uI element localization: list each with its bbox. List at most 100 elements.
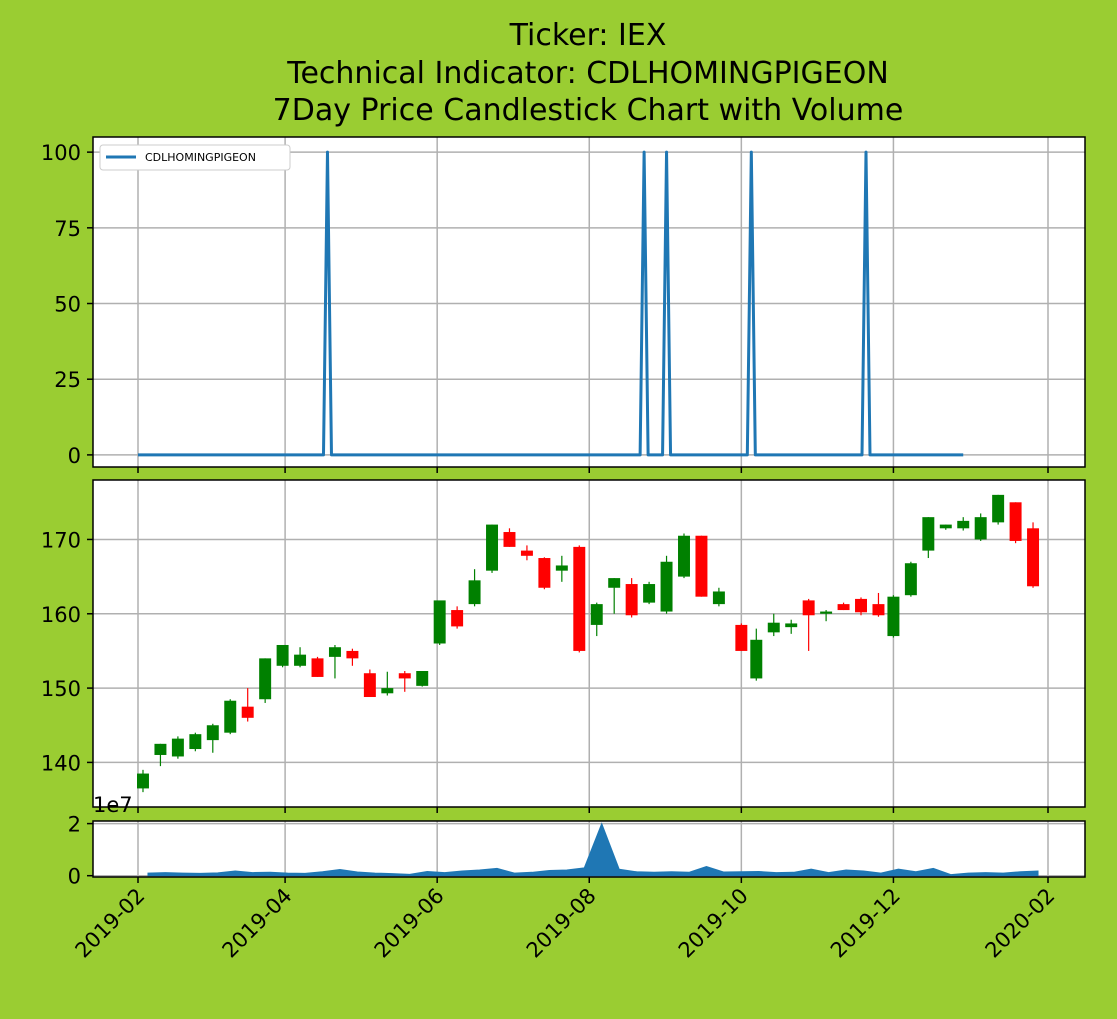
indicator-ytick-label-1: 25 bbox=[54, 368, 81, 392]
candle-50 bbox=[1010, 502, 1022, 543]
candle-body bbox=[277, 645, 289, 666]
indicator-panel: 0 25 50 75 100 CDLHOMINGPIGEON bbox=[41, 137, 1085, 473]
indicator-ytick-label-4: 100 bbox=[41, 141, 81, 165]
candle-7 bbox=[259, 658, 271, 703]
candle-43 bbox=[887, 595, 899, 637]
x-tick-label-4: 2019-10 bbox=[674, 884, 753, 963]
indicator-ytick-label-3: 75 bbox=[54, 217, 81, 241]
candle-body bbox=[451, 610, 463, 626]
candle-body bbox=[768, 623, 780, 633]
candle-body bbox=[538, 558, 550, 588]
volume-y-ticks: 02 bbox=[68, 813, 93, 889]
candle-body bbox=[242, 707, 254, 718]
candle-body bbox=[416, 671, 428, 686]
legend-label: CDLHOMINGPIGEON bbox=[145, 151, 256, 164]
price-ytick-label-3: 170 bbox=[41, 528, 81, 552]
candle-body bbox=[434, 600, 446, 643]
candle-body bbox=[294, 655, 306, 666]
candle-body bbox=[678, 536, 690, 577]
candle-body bbox=[992, 495, 1004, 522]
candle-body bbox=[803, 600, 815, 615]
candle-body bbox=[154, 744, 166, 755]
indicator-legend: CDLHOMINGPIGEON bbox=[100, 145, 290, 170]
candle-body bbox=[626, 584, 638, 615]
x-tick-label-1: 2019-04 bbox=[218, 884, 297, 963]
indicator-ytick-label-0: 0 bbox=[68, 444, 81, 468]
x-tick-label-2: 2019-06 bbox=[370, 884, 449, 963]
candle-body bbox=[695, 536, 707, 597]
candle-49 bbox=[992, 495, 1004, 525]
volume-ytick-label-1: 2 bbox=[68, 813, 81, 837]
candle-body bbox=[1027, 528, 1039, 586]
title-line-2: Technical Indicator: CDLHOMINGPIGEON bbox=[286, 56, 889, 91]
candle-2 bbox=[172, 736, 184, 758]
title-line-3: 7Day Price Candlestick Chart with Volume bbox=[273, 93, 904, 128]
candle-body bbox=[713, 591, 725, 604]
chart-title: Ticker: IEX Technical Indicator: CDLHOMI… bbox=[273, 18, 904, 128]
x-tick-label-6: 2020-02 bbox=[981, 884, 1060, 963]
candle-10 bbox=[312, 657, 324, 677]
candle-body bbox=[820, 612, 832, 614]
candle-body bbox=[750, 640, 762, 679]
candle-body bbox=[573, 547, 585, 651]
candle-3 bbox=[189, 733, 201, 752]
candle-5 bbox=[224, 699, 236, 734]
indicator-ytick-label-2: 50 bbox=[54, 293, 81, 317]
candle-30 bbox=[661, 556, 673, 614]
x-tick-label-5: 2019-12 bbox=[826, 884, 905, 963]
volume-multiplier-label: 1e7 bbox=[93, 793, 133, 817]
candle-body bbox=[957, 521, 969, 528]
candle-body bbox=[312, 658, 324, 677]
candle-13 bbox=[364, 670, 376, 697]
candle-51 bbox=[1027, 522, 1039, 587]
candle-body bbox=[381, 688, 393, 693]
candle-body bbox=[224, 701, 236, 733]
candle-body bbox=[1010, 502, 1022, 541]
candle-body bbox=[259, 658, 271, 699]
price-panel: 140 150 160 170 bbox=[41, 480, 1085, 813]
candle-32 bbox=[695, 536, 707, 597]
candle-body bbox=[172, 739, 184, 757]
candle-body bbox=[905, 563, 917, 595]
candle-body bbox=[975, 517, 987, 539]
candle-44 bbox=[905, 562, 917, 597]
candle-body bbox=[346, 651, 358, 658]
candle-31 bbox=[678, 534, 690, 579]
candle-body bbox=[521, 551, 533, 556]
candle-body bbox=[838, 604, 850, 610]
candle-16 bbox=[416, 671, 428, 687]
candle-body bbox=[469, 580, 481, 604]
candle-body bbox=[887, 597, 899, 636]
volume-ytick-label-0: 0 bbox=[68, 865, 81, 889]
price-x-tick-marks bbox=[138, 807, 1048, 813]
candle-20 bbox=[486, 525, 498, 573]
candle-body bbox=[364, 673, 376, 697]
price-ytick-label-2: 160 bbox=[41, 603, 81, 627]
candle-23 bbox=[538, 557, 550, 589]
candle-29 bbox=[643, 582, 655, 604]
candle-body bbox=[503, 532, 515, 547]
candle-body bbox=[643, 584, 655, 603]
price-ytick-label-0: 140 bbox=[41, 751, 81, 775]
candle-body bbox=[661, 562, 673, 612]
candle-body bbox=[399, 673, 411, 678]
title-line-1: Ticker: IEX bbox=[509, 18, 667, 53]
candle-body bbox=[591, 604, 603, 625]
candle-body bbox=[329, 647, 341, 657]
price-y-ticks: 140 150 160 170 bbox=[41, 528, 93, 775]
candle-body bbox=[486, 525, 498, 571]
candle-25 bbox=[573, 545, 585, 652]
indicator-y-ticks: 0 25 50 75 100 bbox=[41, 141, 93, 468]
candle-body bbox=[137, 774, 149, 789]
x-axis-ticks: 2019-02 2019-04 2019-06 2019-08 2019-10 2019-… bbox=[71, 877, 1060, 963]
candle-body bbox=[556, 565, 568, 570]
x-tick-label-3: 2019-08 bbox=[522, 884, 601, 963]
candle-17 bbox=[434, 600, 446, 645]
candle-48 bbox=[975, 513, 987, 540]
candle-body bbox=[855, 599, 867, 612]
candle-body bbox=[922, 517, 934, 550]
candle-body bbox=[872, 604, 884, 615]
candle-body bbox=[207, 725, 219, 740]
candle-body bbox=[735, 625, 747, 651]
